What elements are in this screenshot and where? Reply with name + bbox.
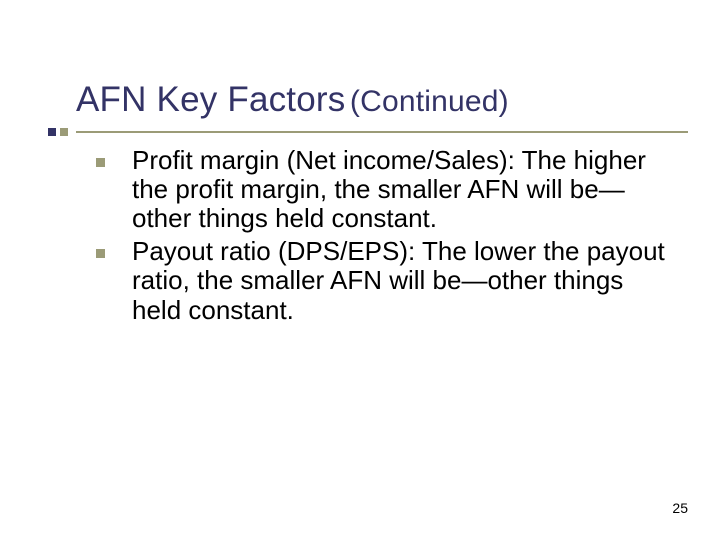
- body-content: Profit margin (Net income/Sales): The hi…: [96, 146, 672, 329]
- slide-title: AFN Key Factors: [76, 80, 345, 119]
- square-accent-icon: [60, 128, 68, 136]
- slide: AFN Key Factors (Continued) Profit margi…: [0, 0, 720, 540]
- slide-title-suffix: (Continued): [350, 85, 509, 118]
- horizontal-rule: [76, 131, 688, 133]
- title-rule: [32, 128, 688, 136]
- page-number: 25: [672, 500, 688, 516]
- title-wrap: AFN Key Factors (Continued): [76, 80, 680, 120]
- bullet-text: Payout ratio (DPS/EPS): The lower the pa…: [132, 236, 665, 324]
- bullet-text: Profit margin (Net income/Sales): The hi…: [132, 145, 646, 233]
- list-item: Profit margin (Net income/Sales): The hi…: [96, 146, 672, 233]
- square-accent-icon: [48, 128, 56, 136]
- bullet-list: Profit margin (Net income/Sales): The hi…: [96, 146, 672, 325]
- list-item: Payout ratio (DPS/EPS): The lower the pa…: [96, 237, 672, 324]
